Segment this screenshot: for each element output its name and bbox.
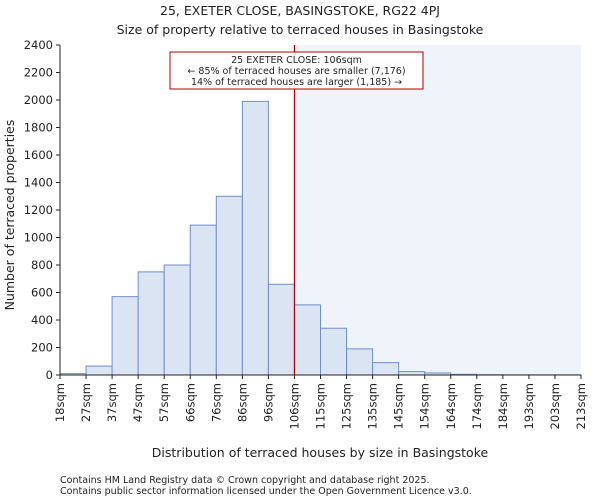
y-tick-label-2400: 2400 bbox=[24, 38, 53, 52]
y-tick-label-200: 200 bbox=[31, 341, 53, 355]
x-tick-label-203sqm: 203sqm bbox=[548, 383, 562, 429]
annotation-line-1: 25 EXETER CLOSE: 106sqm bbox=[231, 55, 362, 66]
x-tick-label-213sqm: 213sqm bbox=[574, 383, 588, 429]
x-tick-label-125sqm: 125sqm bbox=[340, 383, 354, 429]
y-tick-label-400: 400 bbox=[31, 313, 53, 327]
x-tick-label-76sqm: 76sqm bbox=[209, 383, 223, 422]
y-tick-label-1600: 1600 bbox=[24, 148, 53, 162]
x-tick-label-184sqm: 184sqm bbox=[496, 383, 510, 429]
x-tick-label-115sqm: 115sqm bbox=[314, 383, 328, 429]
bar-37sqm bbox=[111, 296, 139, 376]
y-tick-label-1800: 1800 bbox=[24, 121, 53, 135]
x-tick-label-96sqm: 96sqm bbox=[261, 383, 275, 422]
footer-line-2: Contains public sector information licen… bbox=[60, 486, 472, 497]
x-tick-label-164sqm: 164sqm bbox=[444, 383, 458, 429]
x-tick-label-145sqm: 145sqm bbox=[392, 383, 406, 429]
x-tick-label-86sqm: 86sqm bbox=[235, 383, 249, 422]
y-tick-label-1000: 1000 bbox=[24, 231, 53, 245]
x-tick-label-57sqm: 57sqm bbox=[157, 383, 171, 422]
bar-57sqm bbox=[163, 264, 191, 376]
x-tick-label-47sqm: 47sqm bbox=[131, 383, 145, 422]
y-axis-label: Number of terraced properties bbox=[2, 120, 17, 311]
x-tick-label-27sqm: 27sqm bbox=[79, 383, 93, 422]
y-tick-label-1400: 1400 bbox=[24, 176, 53, 190]
bar-47sqm bbox=[137, 271, 165, 376]
bars-group bbox=[59, 100, 582, 376]
bar-125sqm bbox=[346, 348, 374, 376]
y-tick-label-2200: 2200 bbox=[24, 66, 53, 80]
bar-145sqm bbox=[398, 371, 426, 376]
x-tick-label-66sqm: 66sqm bbox=[183, 383, 197, 422]
y-ticks-group: 0 200 400 600 800 1000 1200 1400 1600 1800 2000 220… bbox=[24, 38, 60, 382]
footer-line-1: Contains HM Land Registry data © Crown c… bbox=[60, 475, 430, 486]
y-tick-label-2000: 2000 bbox=[24, 93, 53, 107]
bar-115sqm bbox=[320, 327, 348, 376]
annotation-box bbox=[169, 51, 424, 90]
x-axis-label: Distribution of terraced houses by size … bbox=[152, 445, 489, 460]
chart-subtitle: Size of property relative to terraced ho… bbox=[117, 22, 484, 37]
y-tick-label-0: 0 bbox=[46, 368, 53, 382]
bar-86sqm bbox=[241, 100, 269, 376]
highlight-region bbox=[294, 45, 581, 375]
x-ticks-group: 18sqm 27sqm 37sqm 47sqm 57sqm 66sqm 76sqm 86sqm… bbox=[53, 375, 588, 429]
x-tick-label-174sqm: 174sqm bbox=[470, 383, 484, 429]
x-tick-label-106sqm: 106sqm bbox=[287, 383, 301, 429]
bar-27sqm bbox=[85, 365, 113, 376]
chart-title: 25, EXETER CLOSE, BASINGSTOKE, RG22 4PJ bbox=[160, 3, 440, 18]
x-tick-label-18sqm: 18sqm bbox=[53, 383, 67, 422]
y-tick-label-1200: 1200 bbox=[24, 203, 53, 217]
bar-76sqm bbox=[215, 195, 243, 376]
annotation-line-2: ← 85% of terraced houses are smaller (7,… bbox=[187, 66, 405, 77]
x-tick-label-154sqm: 154sqm bbox=[418, 383, 432, 429]
y-tick-label-800: 800 bbox=[31, 258, 53, 272]
x-tick-label-37sqm: 37sqm bbox=[105, 383, 119, 422]
x-tick-label-135sqm: 135sqm bbox=[366, 383, 380, 429]
bar-66sqm bbox=[189, 224, 217, 376]
bar-106sqm bbox=[293, 304, 322, 376]
annotation-line-3: 14% of terraced houses are larger (1,185… bbox=[191, 77, 402, 88]
bar-135sqm bbox=[372, 362, 400, 376]
bar-96sqm bbox=[267, 283, 295, 376]
y-tick-label-600: 600 bbox=[31, 286, 53, 300]
x-tick-label-193sqm: 193sqm bbox=[522, 383, 536, 429]
